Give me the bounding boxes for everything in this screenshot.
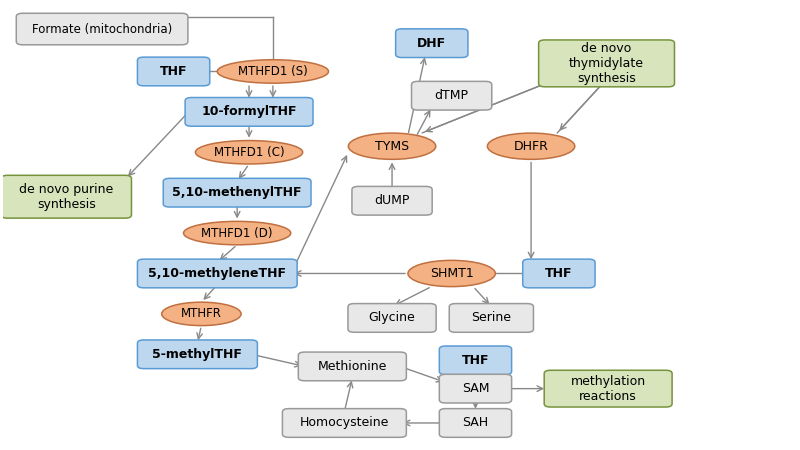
Text: dUMP: dUMP	[374, 194, 410, 207]
Text: de novo
thymidylate
synthesis: de novo thymidylate synthesis	[569, 42, 644, 85]
FancyBboxPatch shape	[16, 14, 188, 45]
Text: 5,10-methyleneTHF: 5,10-methyleneTHF	[148, 267, 286, 280]
Text: Formate (mitochondria): Formate (mitochondria)	[32, 22, 172, 36]
FancyBboxPatch shape	[185, 98, 313, 126]
Text: MTHFD1 (S): MTHFD1 (S)	[238, 65, 308, 78]
FancyBboxPatch shape	[1, 176, 131, 218]
Ellipse shape	[218, 60, 329, 83]
Text: 5,10-methenylTHF: 5,10-methenylTHF	[172, 186, 302, 199]
FancyBboxPatch shape	[544, 370, 672, 407]
Text: 5-methylTHF: 5-methylTHF	[153, 348, 242, 361]
Text: DHF: DHF	[418, 37, 446, 50]
FancyBboxPatch shape	[439, 409, 512, 437]
Text: 10-formylTHF: 10-formylTHF	[202, 105, 297, 118]
FancyBboxPatch shape	[522, 259, 595, 288]
Text: dTMP: dTMP	[434, 89, 469, 102]
Text: Methionine: Methionine	[318, 360, 387, 373]
Text: MTHFR: MTHFR	[181, 307, 222, 320]
FancyBboxPatch shape	[138, 340, 258, 369]
Ellipse shape	[183, 221, 290, 245]
Text: THF: THF	[462, 354, 490, 367]
Text: DHFR: DHFR	[514, 140, 549, 153]
Text: Glycine: Glycine	[369, 311, 415, 324]
Text: MTHFD1 (C): MTHFD1 (C)	[214, 146, 284, 159]
Text: SAH: SAH	[462, 417, 489, 429]
FancyBboxPatch shape	[396, 29, 468, 58]
Text: SHMT1: SHMT1	[430, 267, 474, 280]
Text: THF: THF	[545, 267, 573, 280]
Text: methylation
reactions: methylation reactions	[570, 375, 646, 403]
Text: SAM: SAM	[462, 382, 490, 395]
FancyBboxPatch shape	[352, 186, 432, 215]
Text: Serine: Serine	[471, 311, 511, 324]
Text: de novo purine
synthesis: de novo purine synthesis	[19, 183, 114, 211]
FancyBboxPatch shape	[538, 40, 674, 87]
FancyBboxPatch shape	[411, 81, 492, 110]
FancyBboxPatch shape	[348, 304, 436, 332]
Ellipse shape	[348, 133, 436, 159]
FancyBboxPatch shape	[439, 346, 512, 375]
FancyBboxPatch shape	[450, 304, 534, 332]
Text: TYMS: TYMS	[375, 140, 409, 153]
Text: THF: THF	[160, 65, 187, 78]
Ellipse shape	[487, 133, 574, 159]
FancyBboxPatch shape	[138, 259, 297, 288]
FancyBboxPatch shape	[298, 352, 406, 381]
Ellipse shape	[408, 261, 495, 287]
FancyBboxPatch shape	[138, 57, 210, 86]
Text: Homocysteine: Homocysteine	[300, 417, 389, 429]
FancyBboxPatch shape	[439, 374, 512, 403]
Text: MTHFD1 (D): MTHFD1 (D)	[202, 227, 273, 239]
FancyBboxPatch shape	[163, 178, 311, 207]
FancyBboxPatch shape	[282, 409, 406, 437]
Ellipse shape	[195, 140, 302, 164]
Ellipse shape	[162, 302, 241, 326]
